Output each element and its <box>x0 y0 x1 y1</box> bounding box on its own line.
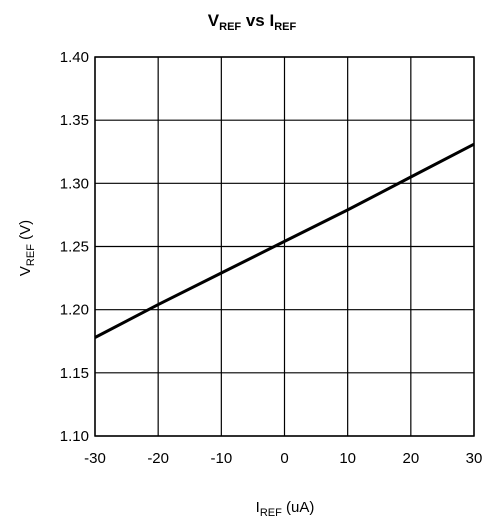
x-tick-label: -20 <box>147 450 169 467</box>
title-v-subscript: REF <box>219 21 241 33</box>
x-tick-label: 10 <box>339 450 356 467</box>
y-tick-label: 1.10 <box>60 428 89 445</box>
xlabel-unit: (uA) <box>282 499 315 516</box>
y-tick-label: 1.35 <box>60 112 89 129</box>
title-v: V <box>208 11 220 30</box>
x-tick-label: 0 <box>280 450 288 467</box>
title-i-subscript: REF <box>274 21 296 33</box>
plot-frame <box>94 56 475 437</box>
y-tick-label: 1.30 <box>60 175 89 192</box>
x-tick-labels: -30 -20 -10 0 10 20 30 <box>84 450 482 467</box>
y-tick-label: 1.40 <box>60 49 89 66</box>
y-tick-label: 1.20 <box>60 302 89 319</box>
series-line <box>94 142 475 339</box>
x-tick-label: 30 <box>466 450 483 467</box>
y-tick-label: 1.25 <box>60 239 89 256</box>
title-vs-i: vs I <box>241 11 274 30</box>
xlabel-subscript: REF <box>260 507 282 519</box>
grid-lines <box>94 56 475 437</box>
x-tick-label: -30 <box>84 450 106 467</box>
x-axis-label: IREF (uA) <box>256 499 315 519</box>
ylabel-subscript: REF <box>25 244 37 266</box>
xlabel-i: I <box>256 499 260 516</box>
x-tick-label: -10 <box>210 450 232 467</box>
chart-title: VREF vs IREF <box>208 11 297 33</box>
x-tick-label: 20 <box>402 450 419 467</box>
y-tick-label: 1.15 <box>60 365 89 382</box>
y-tick-labels: 1.10 1.15 1.20 1.25 1.30 1.35 1.40 <box>60 49 89 445</box>
y-axis-label: VREF (V) <box>17 220 37 276</box>
ylabel-unit: (V) <box>17 220 34 244</box>
ylabel-v: V <box>17 266 34 276</box>
